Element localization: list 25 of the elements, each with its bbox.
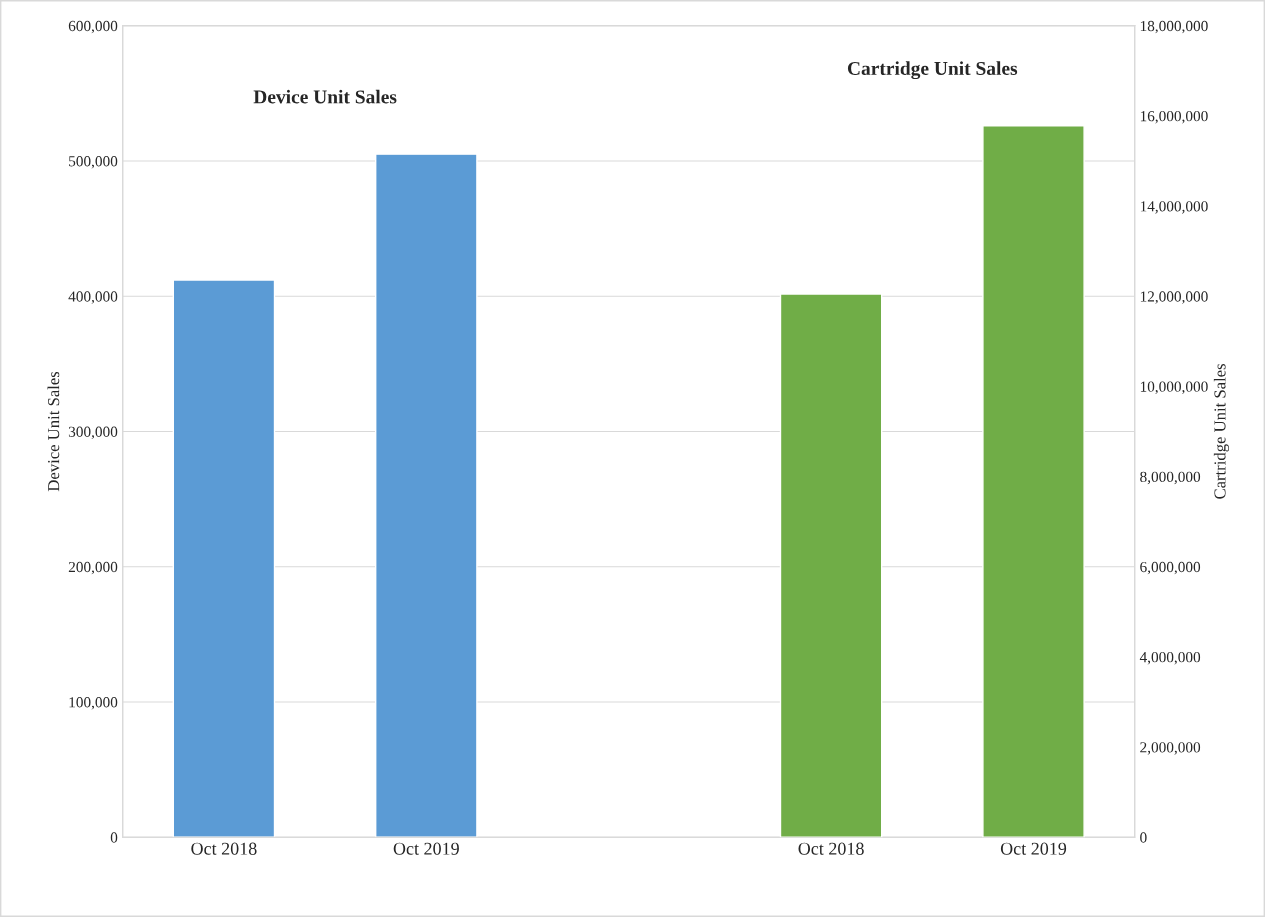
y2-tick-label: 14,000,000 bbox=[1140, 201, 1208, 214]
y-tick-label: 100,000 bbox=[69, 697, 118, 710]
x-tick-label: Oct 2019 bbox=[393, 842, 459, 855]
y2-tick-label: 10,000,000 bbox=[1140, 381, 1208, 395]
y-tick-label: 400,000 bbox=[68, 291, 118, 304]
x-tick-label: Oct 2018 bbox=[798, 842, 864, 855]
y-tick-label: 600,000 bbox=[68, 20, 118, 34]
y-tick-label: 300,000 bbox=[68, 426, 118, 440]
y2-axis-title: Cartridge Unit Sales bbox=[1213, 364, 1230, 499]
y2-tick-label: 6,000,000 bbox=[1140, 561, 1201, 575]
y-tick-label: 200,000 bbox=[68, 561, 118, 575]
x-tick-label: Oct 2018 bbox=[191, 842, 257, 855]
text: Device Unit Sales bbox=[253, 89, 397, 104]
text: Cartridge Unit Sales bbox=[847, 61, 1018, 80]
y2-tick-label: 18,000,000 bbox=[1140, 20, 1208, 34]
y-axis-title: Device Unit Sales bbox=[47, 371, 60, 492]
y2-tick-label: 12,000,000 bbox=[1140, 291, 1208, 304]
y2-tick-label: 16,000,000 bbox=[1140, 110, 1208, 124]
y2-tick-label: 4,000,000 bbox=[1139, 652, 1201, 665]
y2-tick-label: 0 bbox=[1140, 832, 1147, 843]
x-tick-label: Oct 2019 bbox=[1000, 842, 1067, 855]
y-tick-label: 0 bbox=[110, 832, 118, 843]
y2-tick-label: 2,000,000 bbox=[1140, 742, 1201, 755]
y2-tick-label: 8,000,000 bbox=[1140, 471, 1201, 485]
y-tick-label: 500,000 bbox=[69, 156, 118, 169]
